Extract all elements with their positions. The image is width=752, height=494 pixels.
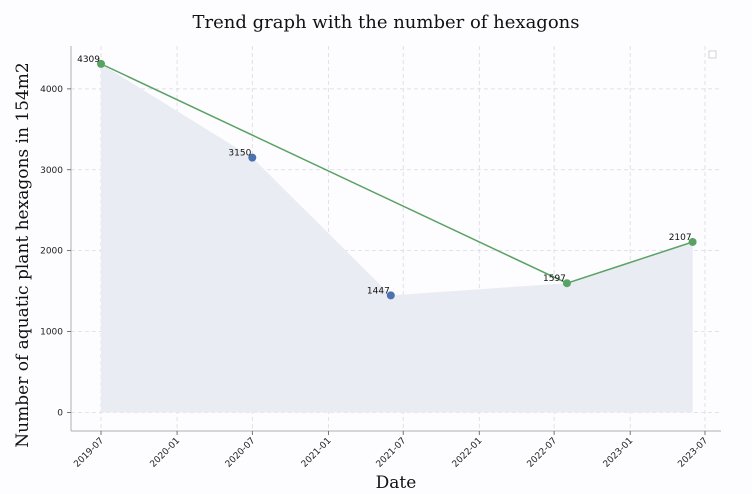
x-tick-label: 2019-07 (72, 436, 106, 470)
x-tick-label: 2020-01 (149, 436, 183, 470)
area-series (101, 63, 693, 413)
x-tick-label: 2022-01 (451, 436, 485, 470)
chart-title: Trend graph with the number of hexagons (193, 12, 580, 33)
y-ticks: 0 1000 2000 3000 4000 (40, 85, 71, 418)
y-tick-label: 0 (57, 408, 63, 418)
data-point (248, 153, 257, 162)
data-label: 1597 (543, 274, 566, 284)
y-axis-title: Number of aquatic plant hexagons in 154m… (13, 62, 33, 447)
x-axis-title: Date (376, 473, 417, 493)
data-points (97, 59, 697, 300)
x-tick-label: 2022-07 (526, 436, 560, 470)
data-label: 4309 (77, 55, 100, 65)
data-label: 2107 (669, 233, 692, 243)
data-point (97, 59, 105, 68)
data-point (688, 237, 697, 246)
data-labels: 4309 3150 1447 1597 2107 (77, 55, 692, 296)
x-tick-label: 2023-01 (602, 436, 636, 470)
x-tick-label: 2021-07 (375, 436, 409, 470)
y-tick-label: 1000 (40, 328, 63, 338)
x-tick-label: 2023-07 (676, 436, 710, 470)
data-point (386, 291, 395, 300)
data-label: 3150 (228, 149, 251, 159)
x-tick-label: 2020-07 (224, 436, 258, 470)
y-tick-label: 4000 (40, 85, 63, 95)
y-tick-label: 2000 (40, 247, 63, 257)
y-tick-label: 3000 (40, 166, 63, 176)
x-ticks: 2019-07 2020-01 2020-07 2021-01 2021-07 2022-… (72, 431, 710, 470)
data-point (562, 279, 571, 288)
x-tick-label: 2021-01 (300, 436, 334, 470)
legend-box (708, 50, 717, 59)
area-fill (101, 63, 693, 413)
data-label: 1447 (367, 286, 390, 296)
